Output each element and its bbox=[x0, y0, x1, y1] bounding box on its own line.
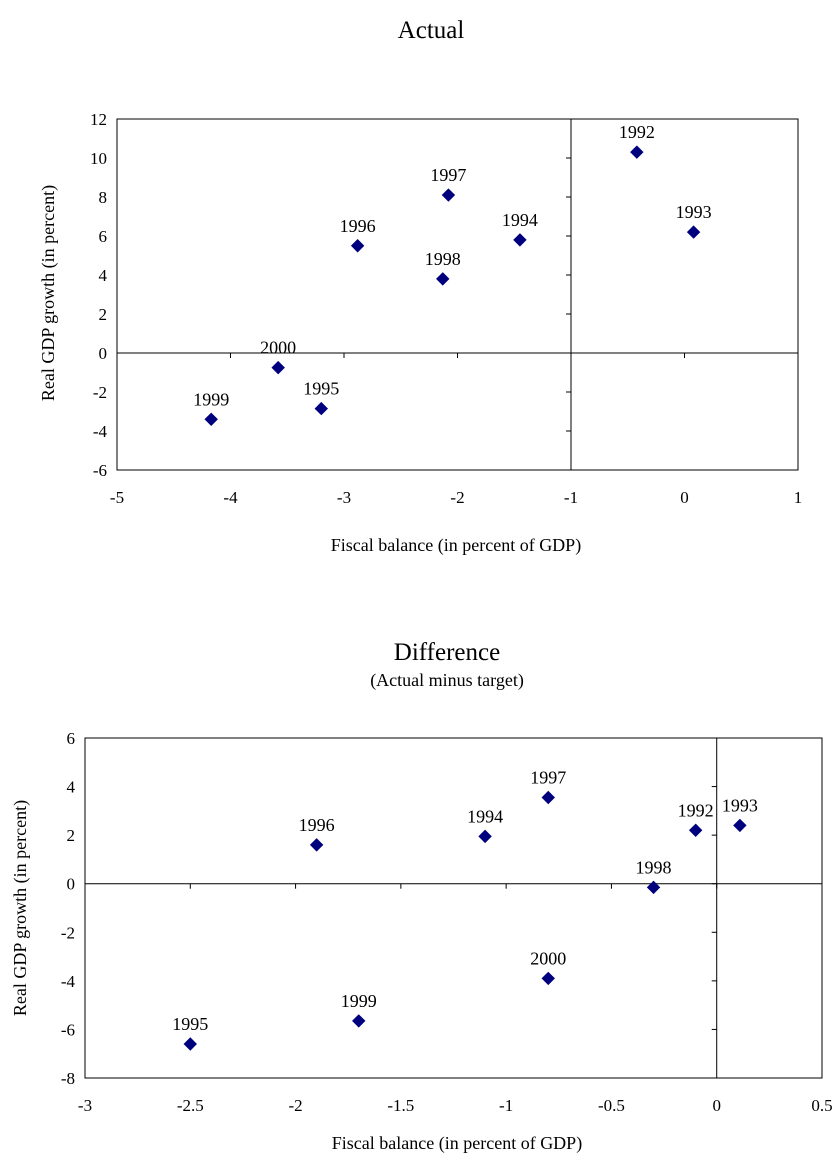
data-point bbox=[309, 838, 324, 852]
x-tick-label: -1.5 bbox=[387, 1096, 414, 1115]
data-point bbox=[630, 145, 644, 159]
y-tick-label: 2 bbox=[67, 826, 76, 845]
x-tick-label: -2.5 bbox=[177, 1096, 204, 1115]
plot-frame bbox=[116, 118, 799, 471]
data-point bbox=[183, 1037, 197, 1051]
data-point bbox=[204, 412, 218, 427]
plot-area: -6 -4 -2 0 2 4 6 8 10 12 -5 -4 -3 -2 -1 0 1 1992 1993 1994 1… bbox=[90, 110, 802, 507]
data-point-label: 1994 bbox=[467, 806, 503, 826]
x-tick-label: -5 bbox=[110, 488, 124, 507]
y-tick-label: 6 bbox=[67, 729, 76, 748]
data-point-label: 1999 bbox=[193, 389, 229, 409]
chart-subtitle: (Actual minus target) bbox=[370, 670, 524, 691]
x-tick-label: 1 bbox=[794, 488, 803, 507]
data-point bbox=[436, 272, 450, 286]
data-point bbox=[350, 239, 365, 253]
data-point-label: 1992 bbox=[619, 122, 655, 142]
data-point-label: 1998 bbox=[425, 249, 461, 269]
y-tick-label: 0 bbox=[67, 875, 76, 894]
y-tick-label: -2 bbox=[61, 923, 75, 942]
data-point-label: 1997 bbox=[530, 768, 566, 788]
data-point bbox=[513, 233, 527, 247]
data-point-label: 1996 bbox=[340, 216, 376, 236]
data-point bbox=[646, 880, 661, 895]
y-axis-label: Real GDP growth (in percent) bbox=[38, 185, 59, 401]
y-tick-label: -2 bbox=[93, 383, 107, 402]
y-tick-label: 10 bbox=[90, 149, 107, 168]
data-point bbox=[541, 971, 555, 986]
y-tick-label: -4 bbox=[61, 972, 76, 991]
x-axis-label: Fiscal balance (in percent of GDP) bbox=[331, 535, 581, 556]
y-tick-label: -6 bbox=[93, 461, 107, 480]
data-point-label: 1995 bbox=[303, 379, 339, 399]
y-tick-label: -6 bbox=[61, 1020, 75, 1039]
chart-title: Actual bbox=[398, 17, 465, 44]
x-axis-label: Fiscal balance (in percent of GDP) bbox=[332, 1133, 582, 1154]
data-point bbox=[271, 360, 285, 375]
y-tick-label: -4 bbox=[93, 422, 108, 441]
x-tick-label: -3 bbox=[337, 488, 351, 507]
y-tick-label: -8 bbox=[61, 1069, 75, 1088]
chart-title: Difference bbox=[394, 639, 500, 666]
y-tick-label: 6 bbox=[99, 227, 108, 246]
data-point-label: 1999 bbox=[341, 991, 377, 1011]
plot-frame bbox=[84, 737, 823, 1079]
data-point-label: 1993 bbox=[676, 202, 712, 222]
data-point-label: 1994 bbox=[502, 210, 538, 230]
data-point bbox=[352, 1014, 366, 1028]
data-point bbox=[688, 823, 703, 837]
actual-chart: Actual Fiscal balance (in percent of GDP… bbox=[38, 17, 802, 556]
data-point-label: 2000 bbox=[530, 948, 566, 968]
data-point-label: 1993 bbox=[722, 795, 758, 815]
y-tick-label: 12 bbox=[90, 110, 107, 129]
x-tick-label: -0.5 bbox=[598, 1096, 625, 1115]
x-tick-label: -2 bbox=[450, 488, 464, 507]
x-tick-label: 0 bbox=[712, 1096, 721, 1115]
x-tick-label: -1 bbox=[564, 488, 578, 507]
x-tick-label: -1 bbox=[499, 1096, 513, 1115]
data-point-label: 1998 bbox=[636, 857, 672, 877]
plot-area: -8 -6 -4 -2 0 2 4 6 -3 -2.5 -2 -1.5 -1 -0.5 0 0.5 1992 19… bbox=[61, 729, 833, 1115]
y-tick-label: 4 bbox=[67, 778, 76, 797]
data-point-label: 1997 bbox=[430, 165, 466, 185]
data-point-label: 1992 bbox=[678, 800, 714, 820]
data-point bbox=[541, 790, 555, 805]
x-tick-label: 0 bbox=[680, 488, 689, 507]
x-tick-label: 0.5 bbox=[811, 1096, 832, 1115]
x-tick-label: -3 bbox=[78, 1096, 92, 1115]
y-tick-label: 0 bbox=[99, 344, 108, 363]
data-point bbox=[686, 225, 701, 239]
x-tick-label: -2 bbox=[288, 1096, 302, 1115]
y-tick-label: 2 bbox=[99, 305, 108, 324]
data-point bbox=[733, 818, 747, 833]
y-axis-label: Real GDP growth (in percent) bbox=[10, 800, 31, 1016]
data-point bbox=[441, 188, 456, 202]
data-point-label: 1996 bbox=[299, 815, 335, 835]
data-point bbox=[314, 401, 329, 416]
data-point-label: 1995 bbox=[172, 1014, 208, 1034]
difference-chart: Difference (Actual minus target) Fiscal … bbox=[10, 639, 833, 1154]
data-point bbox=[478, 829, 492, 844]
x-tick-label: -4 bbox=[223, 488, 238, 507]
y-tick-label: 8 bbox=[99, 188, 108, 207]
y-tick-label: 4 bbox=[99, 266, 108, 285]
data-point-label: 2000 bbox=[260, 338, 296, 358]
